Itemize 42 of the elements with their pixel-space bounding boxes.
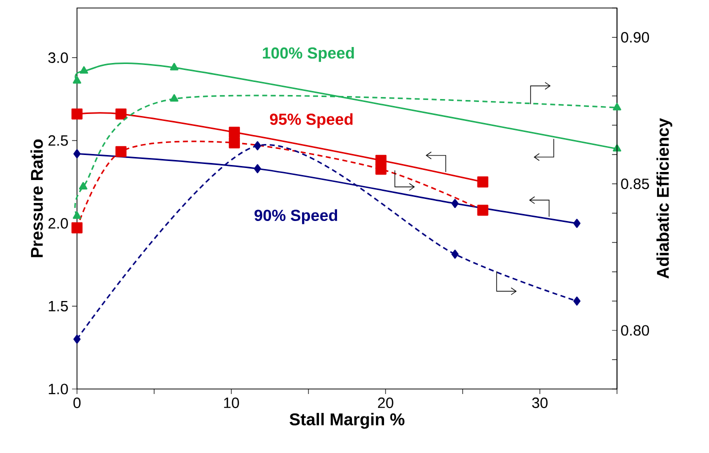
point: [80, 66, 88, 74]
point: [612, 102, 622, 110]
x-axis-title: Stall Margin %: [290, 412, 404, 429]
y-tick-label: 2.0: [48, 218, 68, 229]
point: [170, 62, 178, 70]
y2-tick-label: 0.80: [621, 325, 650, 336]
point: [477, 176, 488, 188]
x-tick-label: 0: [73, 398, 81, 408]
y2-tick-label: 0.85: [621, 178, 649, 190]
point: [254, 141, 262, 150]
point: [451, 250, 459, 259]
x-tick-label: 20: [378, 398, 394, 408]
point: [72, 211, 82, 219]
y2-axis-title: Adiabatic Efficiency: [656, 118, 672, 279]
point: [170, 94, 178, 102]
annotation: 95% Speed: [270, 113, 353, 128]
point: [115, 146, 127, 158]
point: [71, 222, 83, 234]
point: [573, 218, 580, 228]
point: [228, 137, 240, 148]
y-tick-label: 2.5: [48, 135, 68, 146]
annotation: 90% Speed: [254, 209, 338, 224]
y2-tick-label: 0.90: [621, 32, 650, 43]
y-tick-label: 1.5: [48, 300, 68, 312]
y-tick-label: 1.0: [48, 384, 68, 394]
point: [254, 164, 262, 174]
point: [477, 204, 488, 216]
point: [115, 108, 127, 120]
y-axis-title: Pressure Ratio: [30, 139, 43, 258]
point: [73, 149, 81, 158]
annotation: 100% Speed: [262, 46, 354, 62]
point: [78, 182, 88, 190]
point: [228, 126, 240, 138]
x-tick-label: 10: [224, 398, 240, 408]
point: [451, 198, 459, 208]
point: [73, 334, 81, 344]
point: [573, 296, 580, 306]
point: [375, 164, 386, 175]
y-tick-label: 3.0: [48, 52, 68, 63]
point: [72, 76, 82, 84]
point: [71, 108, 83, 120]
x-tick-label: 30: [532, 398, 548, 408]
